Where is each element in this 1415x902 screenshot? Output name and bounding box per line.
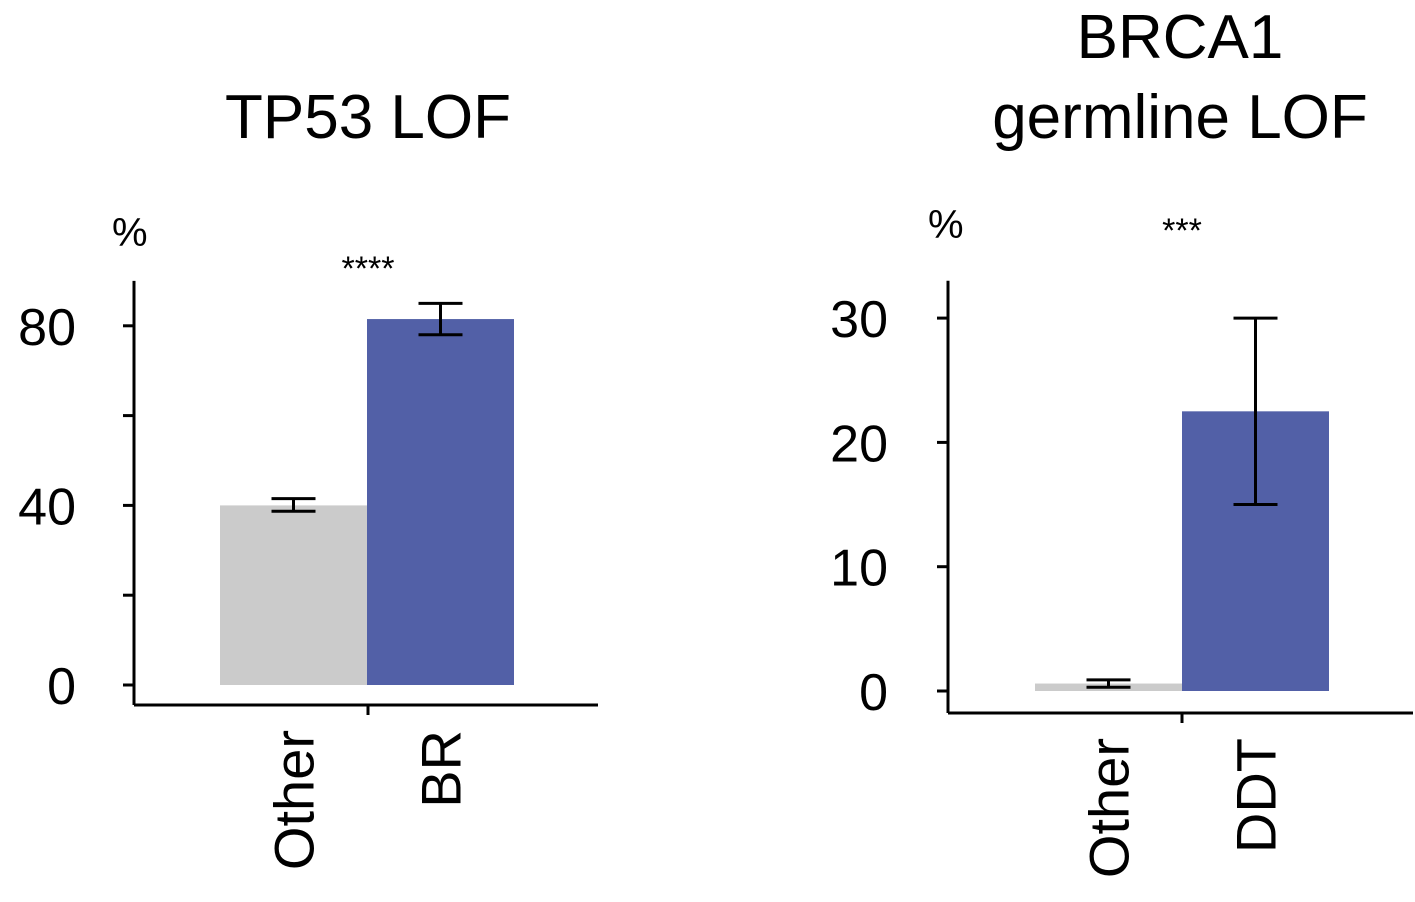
chart-title: germline LOF	[992, 83, 1368, 152]
chart-title: BRCA1	[1077, 3, 1284, 72]
x-category-label: Other	[263, 730, 326, 870]
x-category-label: DDT	[1225, 738, 1288, 853]
bar-br	[367, 319, 514, 685]
bar-other	[220, 505, 367, 685]
x-category-label: Other	[1078, 738, 1141, 878]
significance-label: ****	[342, 250, 395, 288]
y-tick-label: 0	[859, 664, 888, 722]
y-tick-label: 20	[830, 415, 888, 473]
x-category-label: BR	[410, 730, 473, 808]
y-tick-label: 40	[18, 478, 76, 536]
y-tick-label: 10	[830, 540, 888, 598]
y-unit-label: %	[928, 203, 964, 247]
y-tick-label: 80	[18, 299, 76, 357]
y-tick-label: 0	[47, 658, 76, 716]
significance-label: ***	[1162, 212, 1202, 250]
y-unit-label: %	[112, 211, 148, 255]
y-tick-label: 30	[830, 291, 888, 349]
chart-title: TP53 LOF	[225, 83, 511, 152]
